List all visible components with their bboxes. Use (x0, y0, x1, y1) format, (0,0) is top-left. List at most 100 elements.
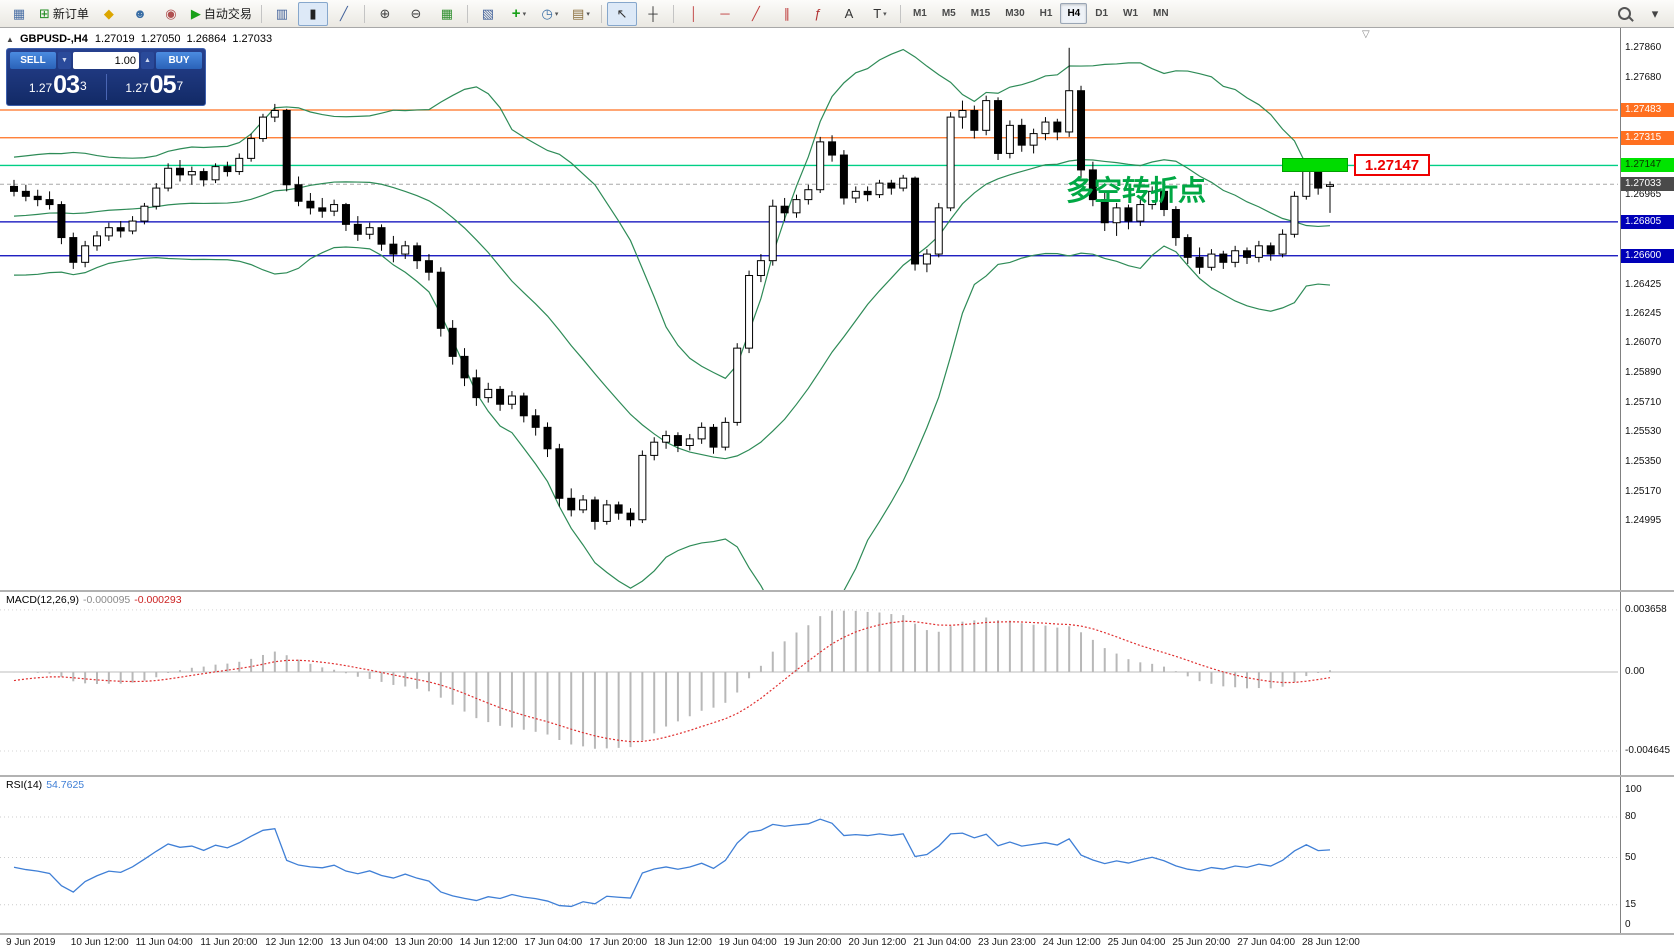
fibonacci-button[interactable]: ƒ (803, 2, 833, 26)
new-order-button[interactable]: ⊞ 新订单 (35, 2, 93, 26)
timeframe-w1-button[interactable]: W1 (1123, 8, 1139, 19)
timeframe-d1-button[interactable]: D1 (1095, 8, 1109, 19)
time-label: 13 Jun 04:00 (330, 937, 388, 948)
one-click-trading-panel: SELL ▼ ▲ BUY 1.27 03 3 1.27 05 7 (6, 48, 206, 106)
autotrading-button[interactable]: ▶ 自动交易 (187, 2, 256, 26)
search-button[interactable] (1609, 2, 1639, 26)
indicators-button[interactable]: + ▾ (504, 2, 534, 26)
signals-button[interactable]: ◉ (156, 2, 186, 26)
collapse-icon[interactable]: ▲ (6, 35, 14, 44)
autotrading-icon: ▶ (190, 5, 201, 21)
volume-stepper[interactable]: ▲ (141, 52, 154, 69)
timeframe-m1-button[interactable]: M1 (912, 8, 927, 19)
metaeditor-icon: ◆ (103, 5, 114, 21)
buy-price: 1.27 05 7 (107, 73, 203, 101)
zoom-in-button[interactable]: ⊕ (370, 2, 400, 26)
sell-button[interactable]: SELL (10, 52, 56, 69)
time-label: 14 Jun 12:00 (459, 937, 518, 948)
sell-price: 1.27 03 3 (10, 73, 106, 101)
market-icon: ☻ (133, 6, 147, 21)
time-label: 13 Jun 20:00 (394, 937, 453, 948)
tile-windows-button[interactable]: ▦ (432, 2, 462, 26)
line-chart-button[interactable]: ╱ (329, 2, 359, 26)
chart-area: 1.27860 1.27680 1.26965 1.26425 1.26245 1.260… (0, 28, 1674, 950)
sell-dropdown-icon[interactable]: ▼ (58, 52, 71, 69)
candle-chart-icon: ▮ (309, 5, 317, 21)
zoom-out-button[interactable]: ⊖ (401, 2, 431, 26)
time-label: 17 Jun 04:00 (524, 937, 583, 948)
time-label: 19 Jun 20:00 (783, 937, 842, 948)
panel-toggle-button[interactable]: ▾ (1640, 2, 1670, 26)
vertical-line-button[interactable]: │ (679, 2, 709, 26)
text-button[interactable]: A (834, 2, 864, 26)
rsi-panel[interactable] (0, 777, 1620, 933)
annotation-text[interactable]: 多空转折点 (1066, 175, 1207, 206)
cascade-windows-icon: ▧ (481, 5, 495, 21)
main-chart[interactable] (0, 28, 1620, 590)
time-label: 24 Jun 12:00 (1042, 937, 1101, 948)
chart-shift-marker[interactable]: ▽ (1362, 29, 1370, 40)
time-label: 21 Jun 04:00 (913, 937, 972, 948)
terminal-button: ▦ (4, 2, 34, 26)
timeframe-m5-button[interactable]: M5 (941, 8, 956, 19)
crosshair-button[interactable]: ┼ (638, 2, 668, 26)
time-label: 19 Jun 04:00 (718, 937, 777, 948)
rsi-label: RSI(14) 54.7625 (6, 779, 84, 791)
channel-icon: ∥ (783, 5, 791, 21)
open-value: 1.27019 (94, 33, 135, 45)
arrows-icon: T (873, 6, 882, 21)
templates-button[interactable]: ▤ ▾ (566, 2, 596, 26)
new-order-icon: ⊞ (39, 5, 50, 21)
low-value: 1.26864 (186, 33, 227, 45)
macd-label: MACD(12,26,9) -0.000095 -0.000293 (6, 594, 182, 606)
arrows-button[interactable]: T ▾ (865, 2, 895, 26)
trendline-button[interactable]: ╱ (741, 2, 771, 26)
zoom-out-icon: ⊖ (410, 5, 422, 21)
candle-chart-button[interactable]: ▮ (297, 1, 328, 26)
panel-separator[interactable] (0, 775, 1674, 777)
timeframe-m15-button[interactable]: M15 (970, 8, 991, 19)
panel-separator[interactable] (0, 590, 1674, 592)
cursor-button[interactable]: ↖ (606, 1, 637, 26)
indicators-icon: + (511, 5, 521, 22)
search-icon (1617, 7, 1631, 20)
volume-input[interactable] (73, 52, 139, 69)
periods-button[interactable]: ◷ ▾ (535, 2, 565, 26)
zoom-in-icon: ⊕ (379, 5, 391, 21)
signals-icon: ◉ (165, 5, 177, 21)
rsi-value: 54.7625 (46, 779, 85, 791)
current-price-badge: 1.27033 (1621, 177, 1674, 192)
rsi-name: RSI(14) (6, 779, 43, 791)
timeframe-h4-button[interactable]: H4 (1060, 3, 1088, 24)
price-level-badge: 1.26805 (1621, 214, 1674, 229)
timeframe-m30-button[interactable]: M30 (1005, 8, 1025, 19)
rsi-scale-tick: 15 (1625, 898, 1637, 910)
fibonacci-icon: ƒ (814, 6, 822, 21)
price-level-badge: 1.27483 (1621, 103, 1674, 117)
highlight-box[interactable] (1282, 158, 1348, 172)
price-tick: 1.24995 (1625, 514, 1662, 526)
horizontal-line-button[interactable]: ─ (710, 2, 740, 26)
price-tick: 1.25710 (1625, 396, 1662, 408)
price-tick: 1.27680 (1625, 71, 1662, 83)
time-label: 11 Jun 20:00 (200, 937, 258, 948)
buy-price-big: 05 (149, 71, 177, 99)
cascade-windows-button[interactable]: ▧ (473, 2, 503, 26)
price-tick: 1.25170 (1625, 485, 1662, 497)
market-button[interactable]: ☻ (125, 2, 155, 26)
channel-button[interactable]: ∥ (772, 2, 802, 26)
price-callout[interactable]: 1.27147 (1354, 154, 1430, 176)
time-axis[interactable]: 9 Jun 2019 10 Jun 12:00 11 Jun 04:00 11 Jun… (0, 935, 1674, 950)
timeframe-h1-button[interactable]: H1 (1039, 8, 1053, 19)
templates-icon: ▤ (572, 5, 585, 21)
timeframe-mn-button[interactable]: MN (1153, 8, 1169, 19)
price-scale[interactable]: 1.27860 1.27680 1.26965 1.26425 1.26245 1.260… (1620, 28, 1674, 933)
bar-chart-button[interactable]: ▥ (267, 2, 297, 26)
new-order-label: 新订单 (52, 7, 89, 21)
close-value: 1.27033 (232, 33, 273, 45)
toolbar-separator (600, 4, 602, 23)
macd-panel[interactable] (0, 592, 1620, 775)
buy-button[interactable]: BUY (156, 52, 202, 69)
line-chart-icon: ╱ (340, 5, 348, 21)
metaeditor-button[interactable]: ◆ (94, 2, 124, 26)
